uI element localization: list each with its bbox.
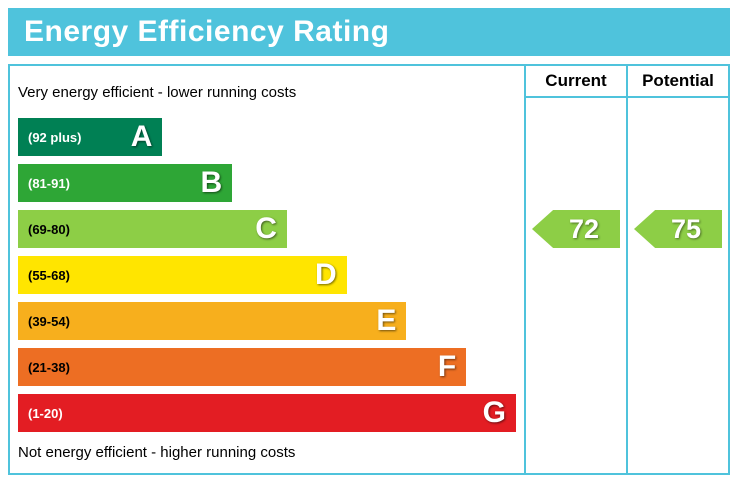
band-row-c: (69-80) C	[18, 210, 516, 248]
band-letter: F	[437, 350, 457, 383]
current-header: Current	[526, 66, 626, 98]
band-range-label: (55-68)	[28, 267, 70, 283]
band-letter: E	[376, 304, 397, 337]
band-row-b: (81-91) B	[18, 164, 516, 202]
band-range-label: (92 plus)	[28, 129, 82, 145]
band-row-e: (39-54) E	[18, 302, 516, 340]
band-row-g: (1-20) G	[18, 394, 516, 432]
band-row-f: (21-38) F	[18, 348, 516, 386]
band-row-a: (92 plus) A	[18, 118, 516, 156]
band-letter: B	[200, 166, 223, 199]
band-row-d: (55-68) D	[18, 256, 516, 294]
band-bar-a: (92 plus) A	[18, 118, 163, 156]
current-column: Current 72	[524, 66, 626, 473]
band-range-label: (1-20)	[28, 405, 63, 421]
top-note: Very energy efficient - lower running co…	[18, 84, 297, 101]
band-letter: A	[130, 120, 153, 153]
bottom-note: Not energy efficient - higher running co…	[18, 444, 296, 461]
potential-rating-arrow: 75	[634, 210, 722, 248]
band-bar-d: (55-68) D	[18, 256, 347, 294]
band-letter: G	[482, 396, 506, 429]
bands-area: Very energy efficient - lower running co…	[10, 66, 524, 473]
band-bar-f: (21-38) F	[18, 348, 467, 386]
band-letter: C	[255, 212, 277, 245]
potential-column: Potential 75	[626, 66, 728, 473]
band-bar-e: (39-54) E	[18, 302, 407, 340]
current-rating-arrow: 72	[532, 210, 620, 248]
band-range-label: (81-91)	[28, 175, 70, 191]
band-bar-c: (69-80) C	[18, 210, 287, 248]
band-range-label: (21-38)	[28, 359, 70, 375]
potential-header: Potential	[628, 66, 728, 98]
band-bar-g: (1-20) G	[18, 394, 516, 432]
band-range-label: (69-80)	[28, 221, 70, 237]
chart-body: Very energy efficient - lower running co…	[8, 64, 730, 475]
rating-bands: (92 plus) A (81-91) B (69-80) C (55-68) D (39-54…	[18, 118, 516, 432]
band-bar-b: (81-91) B	[18, 164, 233, 202]
band-letter: D	[315, 258, 337, 291]
band-range-label: (39-54)	[28, 313, 70, 329]
chart-title: Energy Efficiency Rating	[8, 8, 730, 56]
